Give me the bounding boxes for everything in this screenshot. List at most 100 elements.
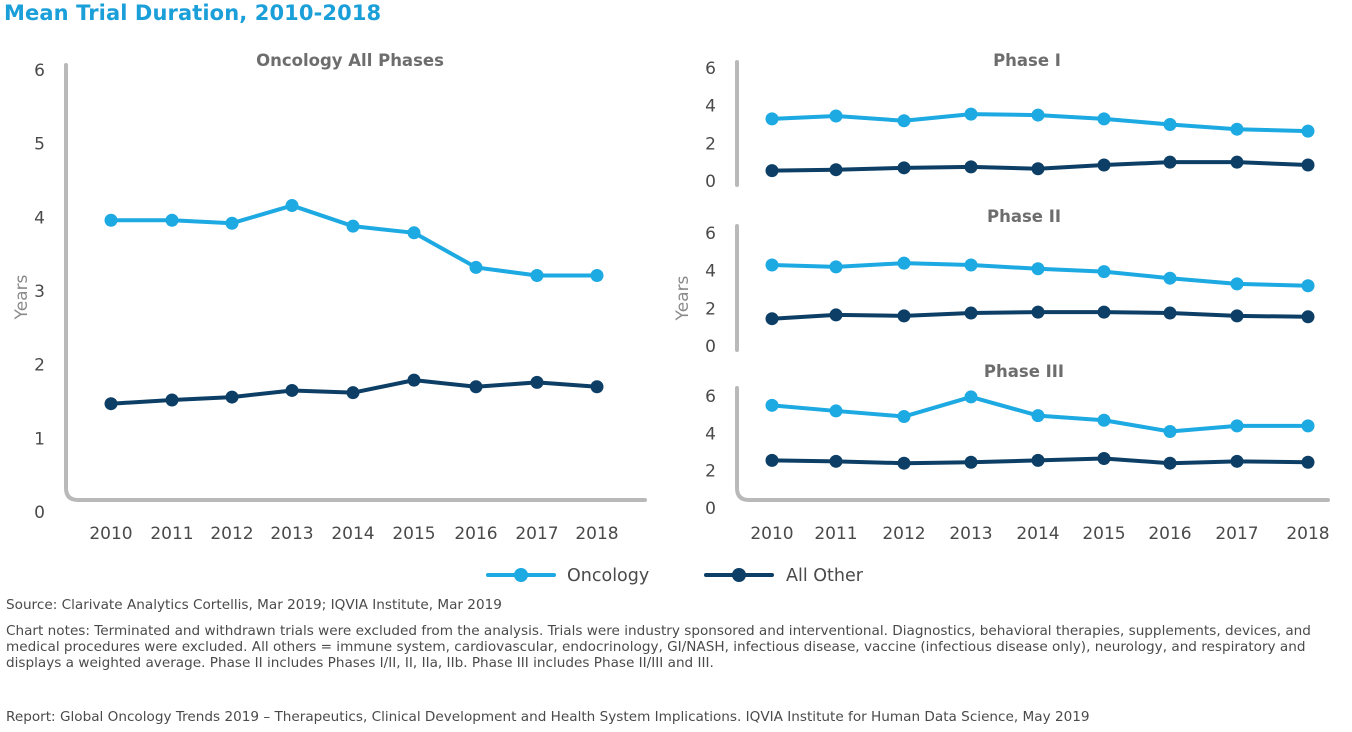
data-point [530, 375, 544, 389]
x-tick-label: 2010 [750, 524, 793, 544]
x-tick-label: 2012 [210, 524, 253, 544]
legend-swatch-marker [514, 568, 528, 582]
y-tick-label: 2 [705, 134, 716, 154]
panel-title: Phase II [987, 207, 1061, 226]
data-point [897, 456, 911, 470]
chart-panels: Oncology All Phases 0 1 2 3 4 5 6 Years 2010 2011 2… [12, 51, 1330, 544]
data-point [104, 213, 118, 227]
report-note: Report: Global Oncology Trends 2019 – Th… [6, 709, 1090, 725]
y-axis-label: Years [12, 274, 32, 320]
x-tick-label: 2012 [882, 524, 925, 544]
data-point [1163, 424, 1177, 438]
data-point [897, 309, 911, 323]
data-point [285, 199, 299, 213]
x-tick-label: 2014 [331, 524, 374, 544]
y-tick-label: 4 [34, 208, 45, 228]
source-note: Source: Clarivate Analytics Cortellis, M… [6, 597, 502, 613]
x-tick-label: 2017 [515, 524, 558, 544]
data-point [765, 453, 779, 467]
data-point [1230, 122, 1244, 136]
y-tick-label: 6 [705, 59, 716, 79]
y-tick-label: 0 [705, 337, 716, 357]
data-point [1230, 155, 1244, 169]
data-point [165, 213, 179, 227]
data-point [829, 308, 843, 322]
x-tick-label: 2016 [1148, 524, 1191, 544]
legend-item-oncology: Oncology [486, 566, 649, 586]
data-point [1230, 309, 1244, 323]
data-point [1097, 112, 1111, 126]
data-point [765, 398, 779, 412]
data-point [964, 455, 978, 469]
x-tick-label: 2016 [454, 524, 497, 544]
data-point [829, 109, 843, 123]
charts-area: Oncology All Phases 0 1 2 3 4 5 6 Years 2010 2011 2… [12, 51, 1330, 586]
axis-line [735, 386, 1330, 502]
y-tick-label: 0 [705, 499, 716, 519]
data-point [346, 219, 360, 233]
data-point [590, 380, 604, 394]
data-point [1301, 279, 1315, 293]
data-point [1097, 158, 1111, 172]
data-point [1163, 118, 1177, 131]
data-point [1031, 162, 1045, 176]
data-point [530, 269, 544, 283]
data-point [1301, 419, 1315, 433]
y-tick-label: 2 [34, 356, 45, 376]
data-point [1031, 108, 1045, 122]
y-tick-label: 4 [705, 424, 716, 444]
data-point [765, 112, 779, 126]
data-point [1031, 262, 1045, 276]
x-tick-label: 2011 [150, 524, 193, 544]
data-point [1230, 419, 1244, 433]
data-point [964, 258, 978, 272]
data-point [165, 393, 179, 407]
data-point [225, 390, 239, 404]
data-point [897, 114, 911, 128]
legend-label: All Other [786, 566, 864, 586]
data-point [829, 260, 843, 274]
legend-swatch-marker [732, 568, 746, 582]
data-point [829, 163, 843, 177]
data-point [964, 306, 978, 320]
y-tick-label: 2 [705, 299, 716, 319]
y-tick-label: 6 [34, 61, 45, 81]
data-point [897, 256, 911, 270]
y-tick-label: 6 [705, 224, 716, 244]
data-point [1230, 277, 1244, 291]
x-tick-label: 2014 [1016, 524, 1059, 544]
data-point [1097, 265, 1111, 279]
data-point [1163, 306, 1177, 320]
data-point [407, 373, 421, 387]
data-point [964, 107, 978, 121]
x-tick-label: 2017 [1215, 524, 1258, 544]
data-point [104, 397, 118, 411]
data-point [1031, 453, 1045, 467]
x-tick-label: 2013 [270, 524, 313, 544]
data-point [1301, 124, 1315, 138]
data-point [1301, 455, 1315, 469]
data-point [1163, 456, 1177, 470]
data-point [1230, 454, 1244, 468]
axis-line [64, 63, 647, 502]
chart-panel-3: Phase II 0 2 4 6 Years [673, 207, 1315, 357]
x-tick-label: 2015 [1082, 524, 1125, 544]
panel-title: Oncology All Phases [256, 51, 444, 70]
data-point [765, 312, 779, 326]
data-point [829, 404, 843, 418]
x-tick-label: 2018 [575, 524, 618, 544]
x-tick-label: 2011 [814, 524, 857, 544]
data-point [590, 269, 604, 283]
x-tick-label: 2013 [949, 524, 992, 544]
legend-item-all-other: All Other [704, 566, 864, 586]
data-point [897, 410, 911, 424]
data-point [964, 160, 978, 174]
data-point [1301, 158, 1315, 172]
y-tick-label: 6 [705, 387, 716, 407]
data-point [897, 161, 911, 175]
data-point [1031, 305, 1045, 319]
y-tick-label: 0 [705, 172, 716, 192]
data-point [407, 226, 421, 240]
x-tick-label: 2015 [392, 524, 435, 544]
panel-title: Phase I [993, 51, 1061, 70]
